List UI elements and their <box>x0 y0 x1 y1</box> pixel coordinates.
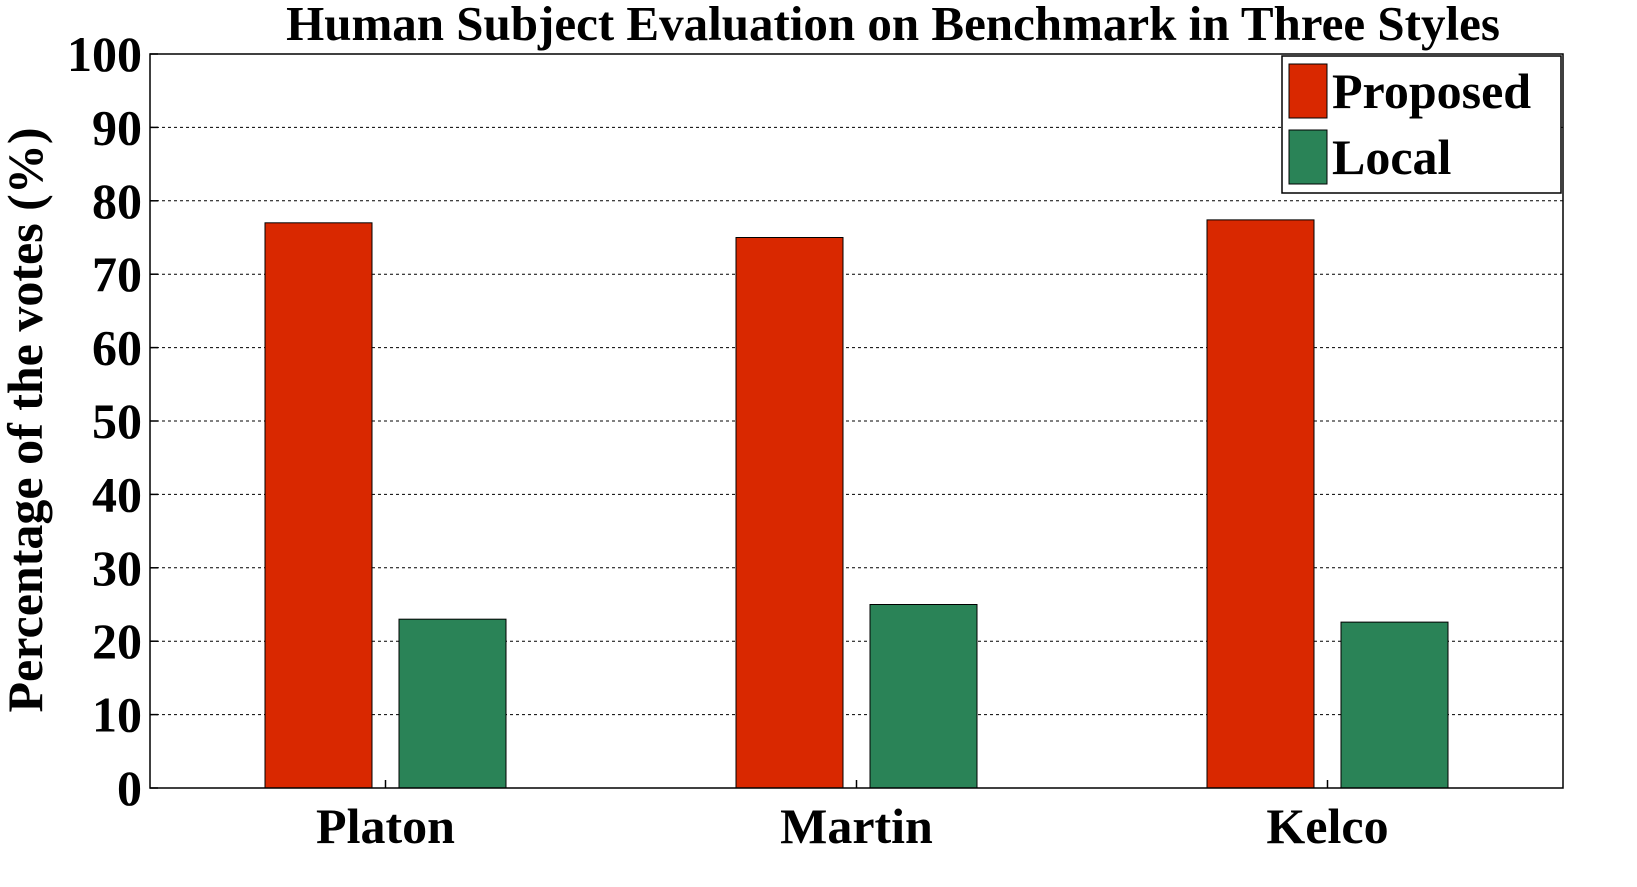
y-tick-label-70: 70 <box>92 246 142 302</box>
legend-label-local: Local <box>1332 129 1452 185</box>
legend-swatch-local <box>1288 129 1328 185</box>
y-tick-label-10: 10 <box>92 687 142 743</box>
y-axis-label: Percentage of the votes (%) <box>0 128 53 713</box>
bar-proposed-kelco <box>1206 219 1315 789</box>
y-tick-label-50: 50 <box>92 393 142 449</box>
bar-local-platon <box>398 618 507 789</box>
bars <box>264 219 1449 789</box>
y-tick-label-30: 30 <box>92 540 142 596</box>
tick-labels: 0 10 20 30 40 50 60 70 80 90 100 Platon Martin Kelco <box>67 26 1389 854</box>
y-tick-label-20: 20 <box>92 613 142 669</box>
x-tick-label-kelco: Kelco <box>1266 798 1388 854</box>
y-tick-label-0: 0 <box>117 760 142 816</box>
plot-frame <box>149 53 1564 789</box>
bar-proposed-martin <box>735 237 844 789</box>
legend-swatch-proposed <box>1288 63 1328 119</box>
plot-axes <box>149 53 1564 789</box>
bar-proposed-platon <box>264 222 373 789</box>
y-tick-label-90: 90 <box>92 99 142 155</box>
legend-box <box>1281 55 1562 194</box>
bar-local-martin <box>869 604 978 789</box>
y-tick-label-100: 100 <box>67 26 142 82</box>
chart-title: Human Subject Evaluation on Benchmark in… <box>286 0 1500 51</box>
y-tick-label-40: 40 <box>92 466 142 522</box>
legend: Proposed Local <box>1281 55 1562 194</box>
bar-local-kelco <box>1340 621 1449 789</box>
x-tick-label-platon: Platon <box>316 798 455 854</box>
y-tick-label-60: 60 <box>92 320 142 376</box>
y-tick-label-80: 80 <box>92 173 142 229</box>
x-tick-label-martin: Martin <box>780 798 933 854</box>
legend-label-proposed: Proposed <box>1332 63 1531 119</box>
